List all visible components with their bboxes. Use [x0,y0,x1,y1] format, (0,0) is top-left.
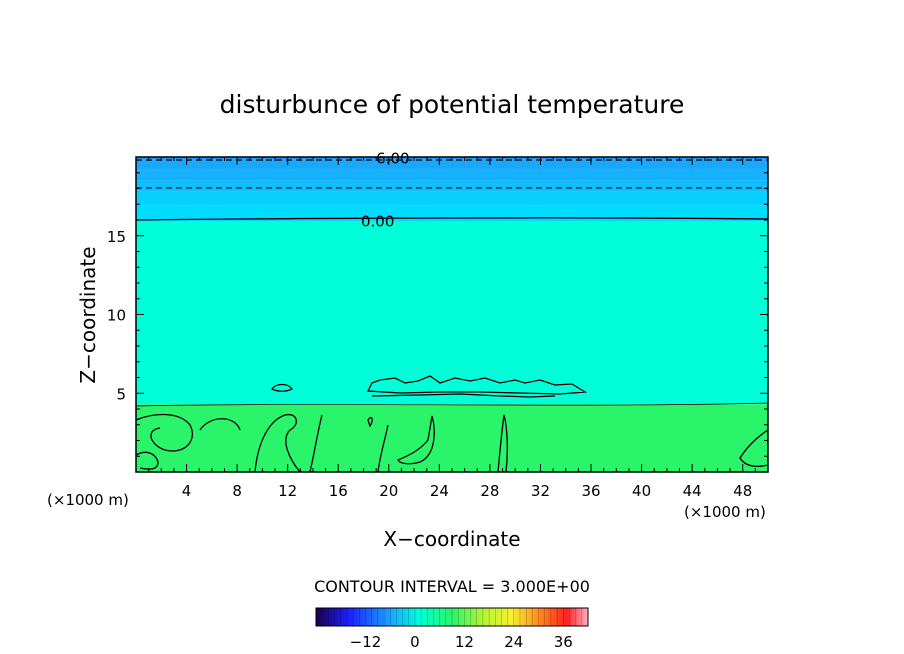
contour-label: 6.00 [376,150,409,168]
contour-low-4 [254,413,301,472]
contour-labels: 6.00 0.00 [361,150,410,231]
colorbar-tick-label: 0 [410,633,420,651]
x-tick-label: 28 [480,482,499,500]
x-tick-label: 12 [278,482,297,500]
contour-lines [136,159,768,472]
colorbar-tick-labels: −12 0 12 24 36 [350,633,573,651]
fill-region-1 [136,159,768,170]
y-tick-label: 5 [116,385,126,403]
x-tick-label: 40 [632,482,651,500]
contour-low-1 [136,413,193,452]
x-tick-label: 24 [430,482,449,500]
contour-zero-line [136,217,768,221]
contour-mid-level [366,375,588,395]
contour-low-10 [367,416,373,428]
y-axis-label: Z−coordinate [76,246,100,383]
x-tick-labels: 4 8 12 16 20 24 28 32 36 40 44 48 [182,482,752,500]
chart-title: disturbunce of potential temperature [220,90,685,119]
fill-region-7 [136,404,768,472]
x-tick-label: 20 [379,482,398,500]
contour-low-6 [377,424,389,472]
y-unit-label: (×1000 m) [47,491,129,509]
axis-ticks [136,157,768,472]
x-tick-label: 44 [683,482,702,500]
x-tick-label: 32 [531,482,550,500]
x-tick-label: 48 [733,482,752,500]
contour-low-3 [199,418,241,431]
contour-low-2 [136,451,159,470]
x-tick-label: 36 [581,482,600,500]
contour-small-blob [271,383,293,392]
x-unit-label: (×1000 m) [684,503,766,521]
colorbar-tick-label: 36 [554,633,573,651]
colorbar-tick-label: 24 [504,633,523,651]
x-axis-label: X−coordinate [383,527,520,551]
contour-interval-text: CONTOUR INTERVAL = 3.000E+00 [314,577,590,596]
contour-mid-level-inner [371,393,556,398]
y-tick-label: 15 [107,228,126,246]
y-tick-label: 10 [107,307,126,325]
colorbar-tick-label: 12 [455,633,474,651]
contour-low-8 [497,414,508,472]
fill-region-4 [136,191,768,206]
color-fill-regions [136,157,768,472]
contour-low-9 [739,429,768,467]
contour-low-level [136,402,768,407]
x-tick-label: 8 [232,482,242,500]
contour-low-7 [397,415,435,465]
colorbar [315,607,589,627]
x-tick-label: 16 [329,482,348,500]
colorbar-stripes [321,608,583,626]
fill-region-3 [136,180,768,192]
x-tick-label: 4 [182,482,192,500]
y-tick-labels: 5 10 15 [107,228,126,404]
contour-low-5 [309,414,323,472]
contour-label: 0.00 [361,213,394,231]
fill-region-6 [136,221,768,405]
colorbar-tick-label: −12 [350,633,382,651]
fill-region-2 [136,169,768,181]
